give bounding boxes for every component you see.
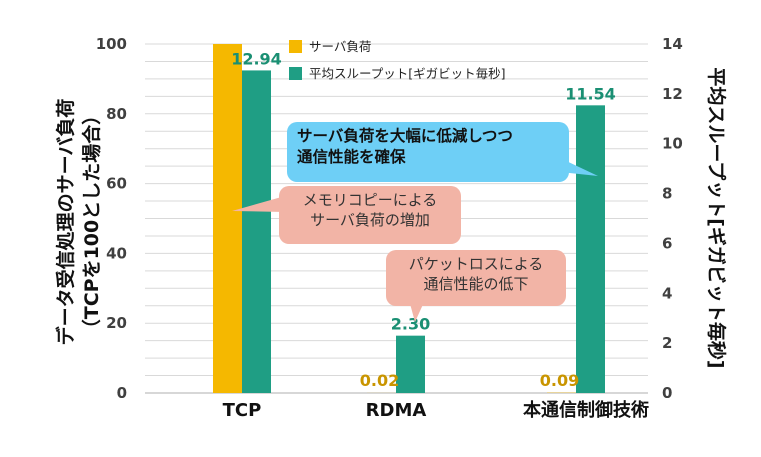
y-tick-label: 40 bbox=[106, 244, 127, 262]
y-tick-label: 60 bbox=[106, 175, 127, 193]
bar-server-load bbox=[213, 44, 242, 393]
callout-memory-copy-line2: サーバ負荷の増加 bbox=[310, 211, 430, 230]
y2-tick-label: 0 bbox=[662, 384, 672, 402]
callout-memory-copy: メモリコピーによる サーバ負荷の増加 bbox=[279, 186, 461, 244]
y2-tick-label: 14 bbox=[662, 35, 683, 53]
legend-swatch bbox=[289, 40, 302, 53]
y-tick-label: 20 bbox=[106, 314, 127, 332]
bars bbox=[213, 44, 605, 394]
callout-memory-copy-line1: メモリコピーによる bbox=[302, 191, 438, 209]
data-label-server-load: 0.02 bbox=[360, 371, 399, 390]
data-label-server-load: 0.09 bbox=[540, 371, 579, 390]
y2-tick-label: 4 bbox=[662, 284, 672, 302]
y2-axis-label: 平均スループット[ギガビット毎秒] bbox=[705, 67, 728, 368]
bar-throughput bbox=[242, 70, 271, 393]
y2-tick-label: 8 bbox=[662, 185, 672, 203]
y2-tick-label: 12 bbox=[662, 85, 683, 103]
tick-labels: 0 20 40 60 80 100 0 2 4 6 8 10 12 14 TCP RDMA 本通信制御技術 bbox=[96, 35, 683, 421]
callout-packet-loss: パケットロスによる 通信性能の低下 bbox=[386, 250, 566, 306]
callout-packet-loss-line1: パケットロスによる bbox=[408, 255, 544, 273]
bar-throughput bbox=[396, 335, 425, 393]
legend-label: 平均スループット[ギガビット毎秒] bbox=[309, 66, 506, 81]
y-tick-label: 80 bbox=[106, 105, 127, 123]
callout-reduction-line2: 通信性能を確保 bbox=[297, 147, 406, 166]
y2-tick-label: 10 bbox=[662, 135, 683, 153]
legend-swatch bbox=[289, 67, 302, 80]
callout-reduction-line1: サーバ負荷を大幅に低減しつつ bbox=[297, 127, 513, 145]
legend-label: サーバ負荷 bbox=[309, 39, 371, 54]
callout-packet-loss-line2: 通信性能の低下 bbox=[423, 275, 529, 294]
y2-tick-label: 2 bbox=[662, 334, 672, 352]
x-tick-label: RDMA bbox=[366, 400, 427, 421]
y-tick-label: 100 bbox=[96, 35, 127, 53]
y2-tick-label: 6 bbox=[662, 234, 672, 252]
y-axis-sublabel: （TCPを100とした場合） bbox=[80, 106, 103, 339]
bar-throughput bbox=[576, 105, 605, 394]
x-tick-label: TCP bbox=[223, 400, 262, 421]
data-label-throughput: 12.94 bbox=[231, 49, 282, 68]
data-label-throughput: 2.30 bbox=[391, 315, 430, 334]
y-axis-label: データ受信処理のサーバ負荷 bbox=[54, 99, 77, 346]
data-labels: 12.94 0.02 2.30 0.09 11.54 bbox=[231, 49, 616, 390]
axis-labels: データ受信処理のサーバ負荷 （TCPを100とした場合） 平均スループット[ギガビッ… bbox=[54, 67, 728, 368]
callout-reduction: サーバ負荷を大幅に低減しつつ 通信性能を確保 bbox=[287, 122, 569, 182]
data-label-throughput: 11.54 bbox=[565, 84, 616, 103]
y-tick-label: 0 bbox=[117, 384, 127, 402]
x-tick-label: 本通信制御技術 bbox=[523, 399, 649, 421]
